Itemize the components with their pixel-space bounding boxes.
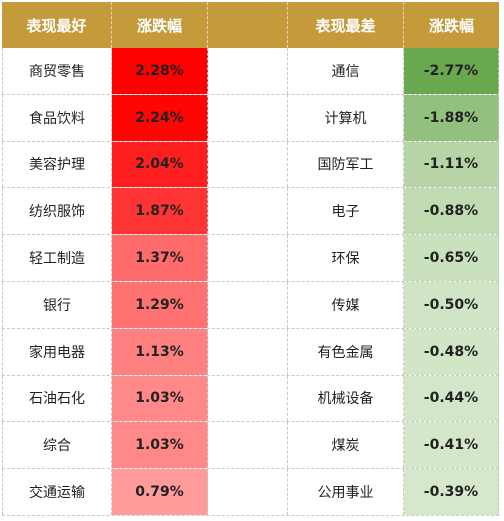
spacer-cell — [208, 469, 288, 515]
table-row: 食品饮料 2.24% 计算机 -1.88% — [2, 94, 499, 142]
worst-sector-name: 环保 — [288, 235, 404, 281]
header-change-worst: 涨跌幅 — [428, 16, 474, 35]
best-sector-change: 2.24% — [112, 94, 208, 141]
best-sector-name: 银行 — [2, 281, 112, 328]
table-body: 商贸零售 2.28% 通信 -2.77% 食品饮料 2.24% 计算机 -1.88% 美容护理 2… — [2, 48, 499, 516]
best-sector-change: 1.13% — [112, 328, 208, 375]
best-sector-name: 交通运输 — [2, 469, 112, 515]
best-sector-change: 1.87% — [112, 188, 208, 235]
worst-sector-change: -0.50% — [404, 281, 499, 328]
table-row: 纺织服饰 1.87% 电子 -0.88% — [2, 188, 499, 236]
table-row: 综合 1.03% 煤炭 -0.41% — [2, 422, 499, 470]
best-sector-name: 轻工制造 — [2, 235, 112, 281]
worst-sector-name: 通信 — [288, 48, 404, 94]
worst-sector-name: 国防军工 — [288, 141, 404, 188]
table-row: 轻工制造 1.37% 环保 -0.65% — [2, 235, 499, 282]
table-header-row: 表现最好 涨跌幅 表现最差 涨跌幅 — [2, 2, 499, 48]
spacer-cell — [208, 48, 288, 94]
sector-performance-table: 表现最好 涨跌幅 表现最差 涨跌幅 商贸零售 2.28% 通信 -2.77% 食品饮料 2… — [2, 2, 499, 516]
worst-sector-change: -1.88% — [404, 94, 499, 141]
worst-sector-name: 公用事业 — [288, 469, 404, 515]
best-sector-name: 商贸零售 — [2, 48, 112, 94]
table-row: 家用电器 1.13% 有色金属 -0.48% — [2, 328, 499, 376]
worst-sector-name: 煤炭 — [288, 422, 404, 469]
best-sector-change: 0.79% — [112, 469, 208, 515]
best-sector-change: 1.29% — [112, 281, 208, 328]
spacer-cell — [208, 235, 288, 281]
spacer-cell — [208, 141, 288, 188]
worst-sector-change: -0.39% — [404, 469, 499, 515]
spacer-cell — [208, 422, 288, 469]
spacer-cell — [208, 188, 288, 235]
table-row: 美容护理 2.04% 国防军工 -1.11% — [2, 141, 499, 189]
worst-sector-change: -0.41% — [404, 422, 499, 469]
worst-sector-change: -0.48% — [404, 328, 499, 375]
best-sector-name: 家用电器 — [2, 328, 112, 375]
best-sector-change: 2.04% — [112, 141, 208, 188]
worst-sector-change: -0.44% — [404, 375, 499, 422]
best-sector-change: 1.03% — [112, 422, 208, 469]
spacer-cell — [208, 281, 288, 328]
worst-sector-name: 计算机 — [288, 94, 404, 141]
spacer-cell — [208, 94, 288, 141]
worst-sector-change: -0.88% — [404, 188, 499, 235]
best-sector-name: 石油石化 — [2, 375, 112, 422]
worst-sector-name: 机械设备 — [288, 375, 404, 422]
worst-sector-name: 传媒 — [288, 281, 404, 328]
table-row: 交通运输 0.79% 公用事业 -0.39% — [2, 469, 499, 516]
table-row: 银行 1.29% 传媒 -0.50% — [2, 281, 499, 329]
header-worst: 表现最差 — [288, 2, 404, 48]
header-spacer — [208, 2, 288, 48]
header-best: 表现最好 — [2, 2, 112, 48]
spacer-cell — [208, 328, 288, 375]
best-sector-name: 综合 — [2, 422, 112, 469]
best-sector-change: 1.03% — [112, 375, 208, 422]
best-sector-change: 2.28% — [112, 48, 208, 94]
spacer-cell — [208, 375, 288, 422]
table-row: 石油石化 1.03% 机械设备 -0.44% — [2, 375, 499, 423]
table-row: 商贸零售 2.28% 通信 -2.77% — [2, 48, 499, 95]
worst-sector-change: -1.11% — [404, 141, 499, 188]
header-change-best: 涨跌幅 — [112, 2, 208, 48]
best-sector-name: 纺织服饰 — [2, 188, 112, 235]
worst-sector-change: -2.77% — [404, 48, 499, 94]
worst-sector-name: 电子 — [288, 188, 404, 235]
worst-sector-change: -0.65% — [404, 235, 499, 281]
best-sector-name: 美容护理 — [2, 141, 112, 188]
best-sector-change: 1.37% — [112, 235, 208, 281]
worst-sector-name: 有色金属 — [288, 328, 404, 375]
best-sector-name: 食品饮料 — [2, 94, 112, 141]
